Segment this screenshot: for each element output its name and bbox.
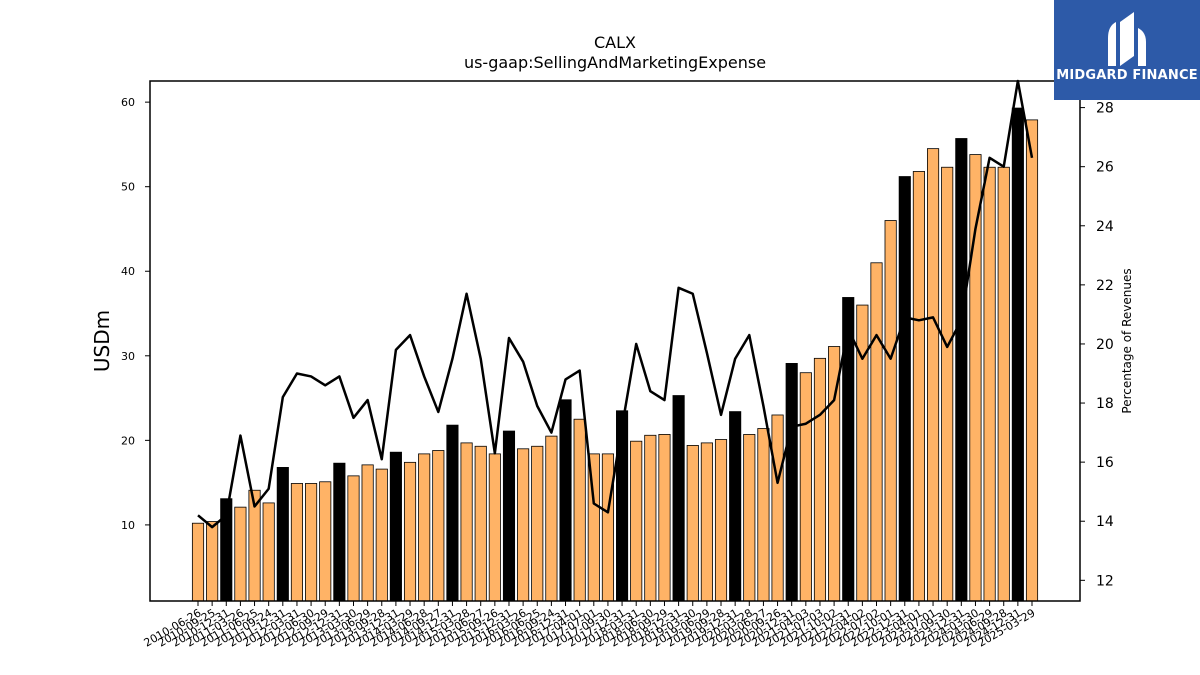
bar-2015-12-31 xyxy=(502,430,516,602)
bar-2019-03-30 xyxy=(686,445,699,602)
bar-2023-09-30 xyxy=(941,166,954,602)
bar-2014-12-31 xyxy=(446,424,459,602)
midgard-finance-logo: MIDGARD FINANCE xyxy=(1054,0,1200,100)
bar-2021-07-03 xyxy=(813,357,827,602)
axes-group: 1020304050601214161820222426282010-06-26… xyxy=(121,80,1114,650)
bar-2019-06-29 xyxy=(700,442,713,602)
bar-2013-12-31 xyxy=(389,451,402,602)
y2-tick-label: 22 xyxy=(1096,278,1114,294)
plot-frame xyxy=(149,80,1081,602)
y2-axis-label: Percentage of Revenues xyxy=(1120,268,1134,413)
bar-2023-12-31 xyxy=(955,138,968,602)
bar-2024-12-31 xyxy=(1011,107,1024,602)
y2-tick-label: 24 xyxy=(1096,219,1114,235)
bar-2013-06-29 xyxy=(361,464,374,602)
bar-2011-12-31 xyxy=(276,467,289,602)
y2-tick-label: 26 xyxy=(1096,160,1114,176)
y2-tick-label: 20 xyxy=(1096,337,1114,353)
bar-2012-03-31 xyxy=(290,483,304,602)
y2-tick-label: 14 xyxy=(1096,514,1114,530)
bar-2018-09-29 xyxy=(658,434,671,602)
y-tick-label: 30 xyxy=(121,350,135,363)
bar-2010-06-26 xyxy=(191,522,205,602)
bar-2016-12-31 xyxy=(559,399,572,602)
y2-tick-label: 28 xyxy=(1096,101,1114,117)
midgard-logo-icon xyxy=(1108,12,1146,66)
bar-2015-03-28 xyxy=(460,442,473,602)
bar-2025-03-29 xyxy=(1025,119,1039,602)
bar-2019-12-31 xyxy=(729,411,742,602)
y2-tick-label: 12 xyxy=(1096,573,1114,589)
bar-2014-09-27 xyxy=(432,450,445,602)
logo-text: MIDGARD FINANCE xyxy=(1056,68,1198,83)
bar-2015-09-26 xyxy=(488,453,501,602)
y-tick-label: 10 xyxy=(121,519,135,532)
y-axis-label: USDm xyxy=(90,310,114,372)
chart-title: CALX xyxy=(594,33,636,52)
bar-2010-09-25 xyxy=(206,521,219,602)
bar-2021-04-03 xyxy=(799,372,812,602)
bar-2023-07-01 xyxy=(927,148,940,602)
bar-2020-06-27 xyxy=(757,428,770,602)
bar-2014-06-28 xyxy=(418,453,431,602)
y-tick-label: 60 xyxy=(121,96,135,109)
bar-2020-09-26 xyxy=(771,414,784,602)
bar-2020-03-28 xyxy=(743,434,756,602)
line-group xyxy=(197,79,1034,529)
bar-2018-12-31 xyxy=(672,395,685,602)
bar-2016-06-25 xyxy=(531,445,544,602)
bar-2018-03-31 xyxy=(630,440,643,602)
bar-2015-06-27 xyxy=(474,445,487,602)
bar-2024-06-29 xyxy=(983,166,996,602)
bar-2017-12-31 xyxy=(616,410,629,602)
y-tick-label: 20 xyxy=(121,434,135,447)
bar-2011-09-24 xyxy=(262,502,275,602)
bar-2016-09-24 xyxy=(545,435,558,602)
bar-2013-09-28 xyxy=(375,468,388,602)
bar-2022-07-02 xyxy=(870,262,883,602)
percentage-line xyxy=(197,79,1034,529)
bars-group xyxy=(191,107,1039,602)
bar-2022-12-31 xyxy=(898,176,911,602)
bar-2017-04-01 xyxy=(573,418,586,602)
y2-tick-label: 18 xyxy=(1096,396,1114,412)
bar-2022-10-01 xyxy=(884,220,897,602)
y2-tick-label: 16 xyxy=(1096,455,1114,471)
y-tick-label: 40 xyxy=(121,265,135,278)
bar-2014-03-29 xyxy=(403,461,417,602)
bar-2016-03-26 xyxy=(517,448,530,602)
bar-2017-09-30 xyxy=(601,453,614,602)
bar-2020-12-31 xyxy=(785,363,798,602)
bar-2024-09-28 xyxy=(997,166,1010,602)
chart-subtitle: us-gaap:SellingAndMarketingExpense xyxy=(464,53,766,72)
bar-2012-09-29 xyxy=(319,481,332,602)
bar-2012-12-31 xyxy=(333,462,346,602)
bar-2024-03-30 xyxy=(969,154,982,602)
bar-2012-06-30 xyxy=(305,483,318,602)
bar-2011-03-26 xyxy=(234,506,247,602)
bar-2013-03-30 xyxy=(347,475,360,602)
bar-2018-06-30 xyxy=(644,434,657,602)
bar-2023-04-01 xyxy=(912,171,925,602)
y-tick-label: 50 xyxy=(121,181,135,194)
bar-2019-09-28 xyxy=(714,439,728,602)
